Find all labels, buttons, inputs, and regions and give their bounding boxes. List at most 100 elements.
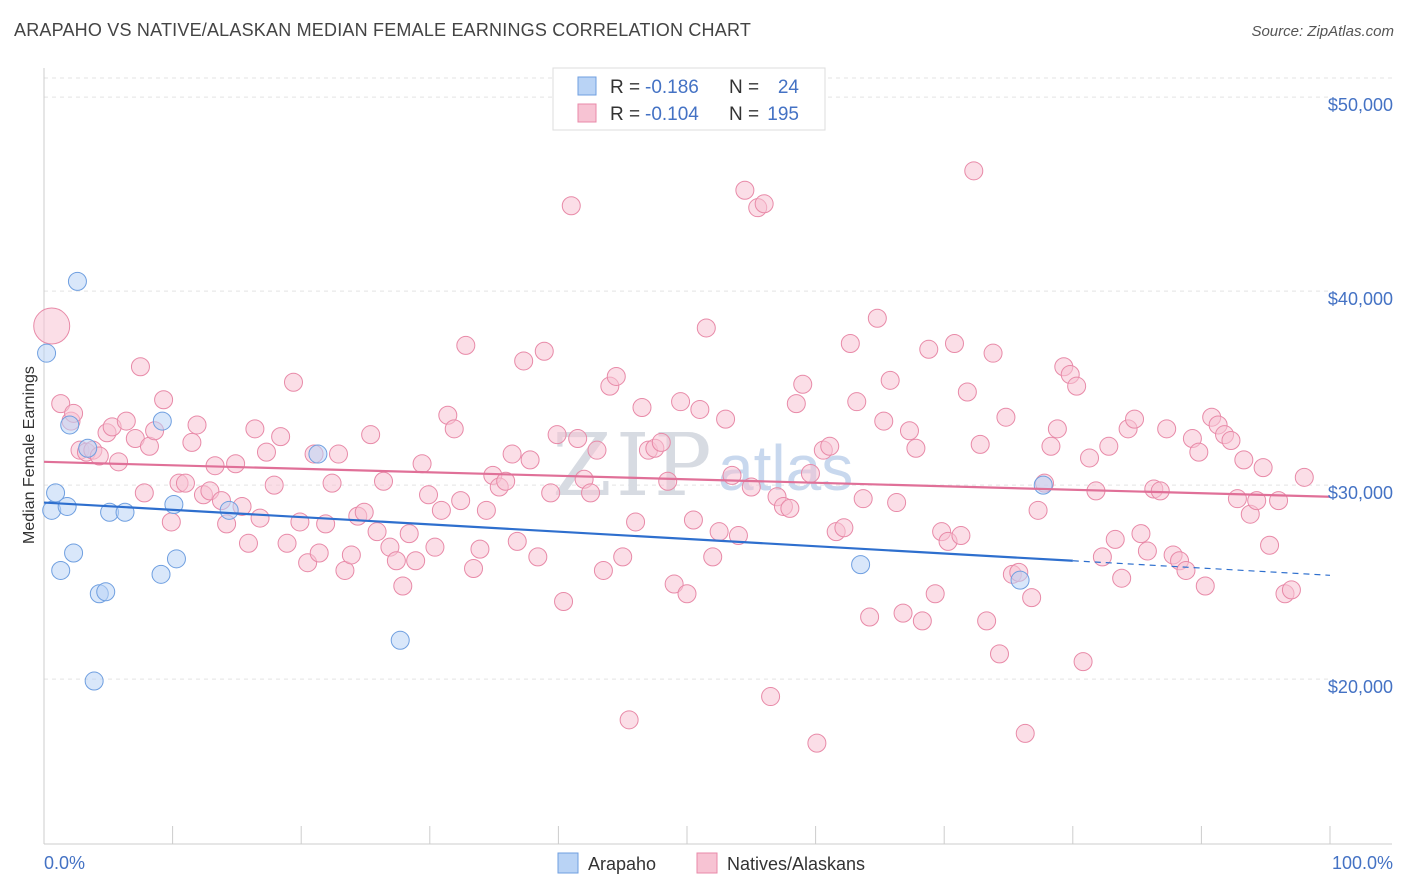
natives-point-84 [587,440,607,460]
natives-point-20 [175,473,195,493]
natives-point-116 [793,374,813,394]
natives-point-55 [399,524,419,544]
natives-point-184 [1234,450,1254,470]
natives-point-63 [451,491,471,511]
natives-point-79 [554,592,574,611]
natives-point-126 [860,607,880,627]
data-points [33,161,1314,753]
axes [43,68,1392,845]
natives-point-111 [761,687,781,707]
natives-point-129 [880,370,900,390]
natives-point-125 [853,489,873,509]
natives-point-187 [1253,458,1273,478]
natives-point-188 [1260,535,1280,555]
natives-point-75 [528,547,548,567]
natives-point-53 [386,551,406,571]
x-tick-label-1: 100.0% [1332,853,1393,873]
natives-point-155 [1047,419,1067,439]
natives-point-35 [271,427,291,447]
natives-point-91 [632,398,652,417]
trend-lines [43,460,1331,576]
natives-point-95 [658,471,678,491]
natives-point-44 [328,444,348,464]
natives-point-57 [412,454,432,474]
natives-point-158 [1067,376,1087,396]
natives-point-146 [989,644,1009,664]
natives-point-22 [187,415,207,435]
natives-point-163 [1099,436,1119,456]
natives-point-159 [1073,652,1093,672]
natives-point-151 [1022,588,1042,608]
natives-point-90 [626,512,646,532]
arapaho-point-23 [1033,475,1053,495]
arapaho-point-22 [1010,570,1030,590]
bottom-legend-label-0: Arapaho [588,854,656,874]
natives-point-182 [1221,430,1241,450]
natives-point-14 [134,483,154,503]
natives-point-147 [996,407,1016,427]
natives-point-160 [1080,448,1100,468]
natives-point-150 [1015,723,1035,743]
bottom-legend-swatch-0 [557,852,579,874]
natives-point-120 [820,436,840,456]
legend-r-label-0: R = [610,77,640,98]
natives-point-56 [406,551,426,571]
natives-point-139 [944,333,964,353]
natives-point-31 [245,419,265,439]
natives-point-162 [1092,547,1112,567]
chart-source: Source: ZipAtlas.com [1251,23,1394,40]
natives-point-97 [671,392,691,412]
natives-point-142 [964,161,984,181]
arapaho-point-20 [390,630,410,650]
natives-point-51 [374,471,394,491]
natives-point-59 [425,537,445,557]
arapaho-point-6 [67,271,87,291]
natives-point-107 [735,180,755,200]
natives-point-43 [322,473,342,493]
arapaho-trend-extension [1072,560,1331,576]
natives-point-54 [393,576,413,596]
natives-point-118 [807,733,827,753]
natives-point-102 [703,547,723,567]
natives-point-49 [361,425,381,445]
natives-point-50 [367,522,387,542]
natives-point-64 [456,335,476,355]
natives-point-177 [1189,442,1209,462]
natives-point-135 [919,339,939,359]
arapaho-point-14 [151,564,171,584]
natives-point-87 [606,366,626,386]
natives-point-76 [534,341,554,361]
natives-point-168 [1131,524,1151,544]
natives-point-186 [1247,491,1267,511]
natives-point-108 [741,477,761,497]
natives-point-103 [709,522,729,542]
legend-swatch-1 [577,103,597,123]
natives-point-17 [154,390,174,410]
arapaho-point-5 [64,543,84,563]
series-legend: Arapaho Natives/Alaskans [557,852,865,874]
natives-point-66 [470,539,490,559]
natives-point-62 [444,419,464,439]
natives-point-13 [130,357,150,377]
natives-point-175 [1176,560,1196,580]
natives-point-140 [951,526,971,546]
natives-point-37 [283,372,303,392]
y-tick-label-3: $50,000 [1328,95,1393,115]
natives-point-41 [309,543,329,563]
natives-point-192 [1294,467,1314,487]
natives-point-67 [476,500,496,520]
legend-n-value-0: 24 [778,77,800,98]
y-tick-labels: $20,000 $30,000 $40,000 $50,000 [1328,95,1393,697]
legend-n-label-0: N = [729,77,759,98]
y-tick-label-0: $20,000 [1328,677,1393,697]
natives-point-191 [1281,580,1301,600]
arapaho-point-4 [60,415,80,435]
legend-n-label-1: N = [729,104,759,125]
natives-point-144 [977,611,997,631]
x-tick-labels: 0.0% 100.0% [44,853,1393,873]
natives-point-46 [341,545,361,565]
arapaho-point-3 [57,496,77,516]
natives-point-117 [800,463,820,483]
natives-point-110 [754,194,774,214]
natives-point-60 [431,500,451,520]
